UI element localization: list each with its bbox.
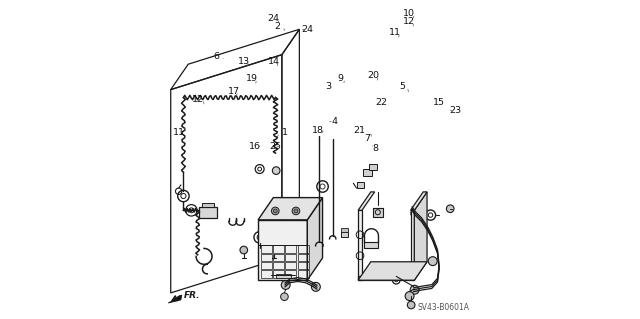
Circle shape (312, 282, 320, 291)
Polygon shape (168, 295, 182, 303)
Text: 15: 15 (433, 98, 445, 107)
Text: 1: 1 (282, 128, 287, 137)
Circle shape (411, 209, 420, 218)
Polygon shape (414, 192, 427, 280)
Circle shape (270, 246, 278, 254)
Bar (372, 208, 383, 217)
Circle shape (407, 301, 415, 309)
Bar (341, 232, 348, 237)
Polygon shape (258, 220, 307, 280)
Text: 10: 10 (403, 9, 415, 18)
Bar (410, 210, 414, 280)
Circle shape (273, 209, 277, 213)
Text: 2: 2 (274, 22, 280, 31)
Bar (363, 169, 372, 176)
Text: 21: 21 (354, 126, 365, 135)
Bar (298, 254, 308, 261)
Bar (358, 276, 414, 280)
Polygon shape (358, 262, 427, 280)
Text: 24: 24 (301, 25, 314, 34)
Bar (369, 164, 377, 170)
Text: 8: 8 (372, 144, 379, 153)
Polygon shape (258, 197, 323, 220)
Bar (285, 254, 296, 261)
Circle shape (405, 292, 414, 300)
Text: 23: 23 (449, 106, 461, 115)
Text: 13: 13 (237, 56, 250, 65)
Polygon shape (410, 192, 427, 210)
Circle shape (447, 205, 454, 212)
Text: 11: 11 (388, 28, 401, 37)
Circle shape (240, 246, 248, 254)
Bar (298, 245, 308, 253)
Circle shape (271, 207, 279, 215)
Bar (298, 270, 308, 278)
Text: 18: 18 (312, 126, 324, 135)
Text: 3: 3 (325, 82, 331, 91)
Text: SV43-B0601A: SV43-B0601A (417, 303, 469, 312)
Text: 17: 17 (228, 87, 239, 96)
Bar (199, 207, 217, 218)
Text: 14: 14 (268, 56, 280, 65)
Text: 20: 20 (367, 71, 380, 80)
Text: 7: 7 (365, 134, 371, 143)
Circle shape (294, 209, 298, 213)
Text: 12: 12 (192, 95, 204, 104)
Text: FR.: FR. (184, 291, 200, 300)
Text: 16: 16 (249, 142, 261, 151)
Bar (260, 254, 272, 261)
Bar (358, 210, 362, 280)
Text: 12: 12 (403, 17, 415, 26)
Text: 5: 5 (399, 82, 406, 91)
Polygon shape (307, 197, 323, 280)
Text: 19: 19 (246, 74, 258, 83)
Text: 11: 11 (173, 128, 185, 137)
Bar (298, 262, 308, 269)
Circle shape (428, 257, 437, 266)
Text: 25: 25 (269, 142, 281, 151)
Bar (260, 245, 272, 253)
Bar (260, 270, 272, 278)
Circle shape (280, 293, 288, 300)
Bar (273, 262, 284, 269)
Bar (285, 245, 296, 253)
Bar (260, 262, 272, 269)
Bar (356, 182, 364, 188)
Bar (341, 228, 348, 232)
Text: 24: 24 (267, 14, 279, 23)
Text: 4: 4 (332, 117, 337, 126)
Bar (273, 245, 284, 253)
Text: 6: 6 (214, 52, 220, 61)
Polygon shape (358, 192, 374, 210)
Circle shape (410, 285, 419, 294)
Bar (202, 203, 214, 207)
Circle shape (281, 280, 290, 289)
Bar (276, 274, 291, 278)
Text: 9: 9 (338, 74, 344, 83)
Bar (364, 242, 378, 249)
Bar (285, 270, 296, 278)
Bar (273, 254, 284, 261)
Circle shape (273, 167, 280, 174)
Bar (285, 262, 296, 269)
Circle shape (292, 207, 300, 215)
Text: 22: 22 (375, 98, 387, 107)
Bar (273, 270, 284, 278)
